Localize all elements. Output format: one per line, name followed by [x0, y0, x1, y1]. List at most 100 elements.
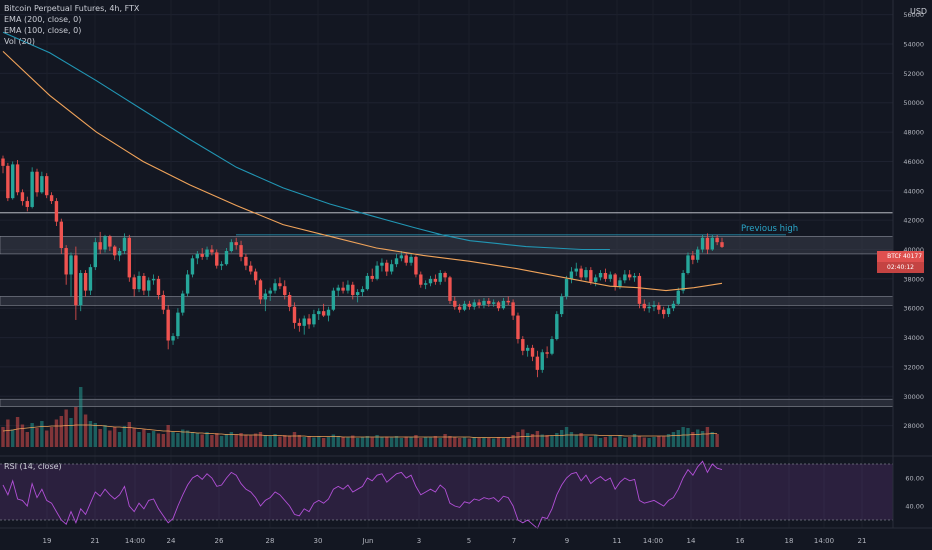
- candle: [59, 218, 63, 254]
- candle-body: [20, 192, 25, 202]
- volume-bar: [108, 430, 112, 447]
- candle: [501, 297, 506, 310]
- volume-bar: [671, 432, 676, 447]
- candle-body: [647, 306, 651, 309]
- candle-body: [637, 275, 642, 304]
- candle-body: [278, 283, 282, 287]
- candle-body: [545, 352, 549, 354]
- candle: [385, 259, 389, 276]
- candle: [593, 274, 598, 287]
- candle: [312, 309, 316, 328]
- volume-bar: [550, 436, 554, 447]
- candle-body: [355, 292, 360, 296]
- candle-body: [681, 273, 685, 291]
- candle: [30, 167, 34, 209]
- volume-bar: [618, 435, 622, 447]
- volume-bar: [132, 428, 136, 447]
- candle-body: [185, 274, 190, 294]
- volume-bar: [88, 421, 93, 447]
- candle-body: [375, 265, 379, 279]
- candle-body: [64, 248, 68, 275]
- candle-body: [525, 347, 530, 351]
- x-tick-label: 9: [565, 537, 569, 545]
- zone-1: [0, 296, 894, 306]
- candle-body: [438, 273, 442, 282]
- candle: [20, 189, 25, 206]
- candle: [691, 250, 695, 265]
- volume-bar: [79, 387, 83, 447]
- volume-bar: [142, 429, 146, 447]
- candle: [521, 336, 525, 356]
- candle-body: [147, 280, 151, 291]
- candle: [671, 300, 676, 312]
- candle: [360, 286, 365, 297]
- volume-bar: [181, 429, 185, 447]
- ema100-legend[interactable]: EMA (100, close, 0): [4, 26, 82, 35]
- volume-bar: [365, 436, 370, 447]
- y-tick-label: 50000: [903, 99, 924, 107]
- candle: [686, 252, 690, 275]
- candle-body: [137, 275, 141, 290]
- candle: [176, 308, 180, 340]
- volume-bar: [603, 437, 608, 447]
- volume-legend[interactable]: Vol (20): [4, 37, 35, 46]
- candle: [545, 346, 549, 359]
- volume-bar: [462, 437, 467, 447]
- candle: [365, 273, 370, 291]
- candle-body: [161, 295, 166, 310]
- candle-body: [550, 339, 554, 354]
- volume-bar: [278, 436, 282, 447]
- candle: [346, 280, 350, 294]
- candle-body: [404, 255, 408, 263]
- candle: [341, 281, 345, 294]
- volume-bars: [1, 387, 719, 447]
- candle-body: [195, 253, 200, 259]
- price-tag-price: 40177: [901, 251, 924, 262]
- candle: [394, 253, 399, 268]
- candle-body: [297, 322, 302, 326]
- candlesticks[interactable]: [1, 155, 724, 378]
- candle-body: [564, 278, 569, 297]
- candle: [258, 278, 263, 304]
- candle-body: [467, 303, 472, 307]
- volume-bar: [229, 432, 234, 447]
- candle: [627, 270, 632, 281]
- volume-bar: [93, 423, 98, 447]
- ema200-legend[interactable]: EMA (200, close, 0): [4, 15, 82, 24]
- y-tick-label: 52000: [903, 70, 924, 78]
- candle: [676, 287, 680, 306]
- candle-body: [521, 339, 525, 351]
- volume-bar: [69, 418, 73, 447]
- volume-bar: [205, 432, 209, 447]
- candle-body: [331, 290, 336, 310]
- volume-bar: [297, 435, 302, 447]
- volume-bar: [448, 436, 452, 447]
- candle-body: [584, 270, 588, 278]
- candle-body: [409, 256, 413, 263]
- candle-body: [618, 280, 622, 287]
- candle: [351, 281, 355, 300]
- candle-body: [312, 314, 316, 325]
- candle: [559, 293, 564, 318]
- candle-body: [6, 165, 10, 199]
- rsi-legend[interactable]: RSI (14, close): [4, 462, 62, 471]
- candle: [6, 162, 10, 202]
- candle: [506, 296, 510, 306]
- candle: [389, 259, 394, 275]
- candle-body: [365, 275, 370, 290]
- candle: [195, 250, 200, 265]
- volume-bar: [190, 432, 195, 447]
- candle-body: [380, 262, 384, 266]
- candle: [103, 234, 107, 253]
- volume-bar: [64, 409, 68, 447]
- candle: [380, 258, 384, 272]
- volume-bar: [574, 434, 578, 447]
- volume-bar: [608, 436, 612, 447]
- y-tick-label: 38000: [903, 275, 924, 283]
- volume-bar: [219, 436, 224, 447]
- candle: [151, 274, 156, 285]
- candle: [564, 275, 569, 300]
- candle: [147, 277, 151, 297]
